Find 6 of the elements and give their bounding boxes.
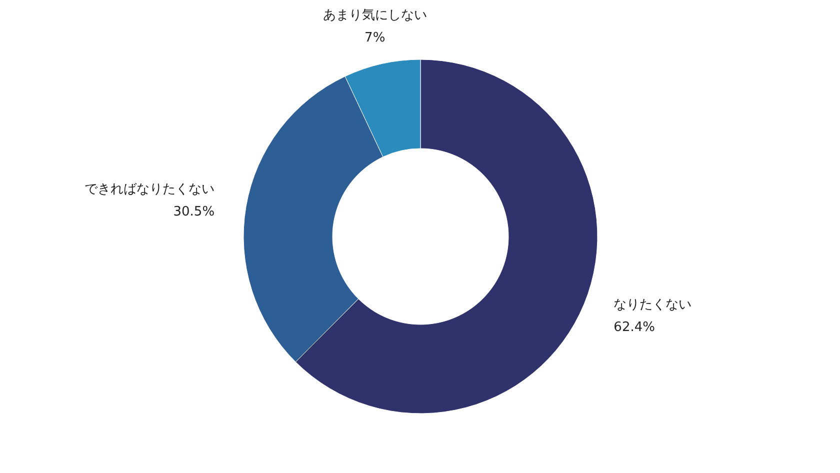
data-label: 7% [364,30,386,46]
slice-label: なりたくない [614,298,692,313]
data-label: 62.4% [614,320,655,336]
slice-label: あまり気にしない [322,8,427,23]
data-label: 30.5% [173,204,215,220]
slice-label: できればなりたくない [84,182,215,198]
